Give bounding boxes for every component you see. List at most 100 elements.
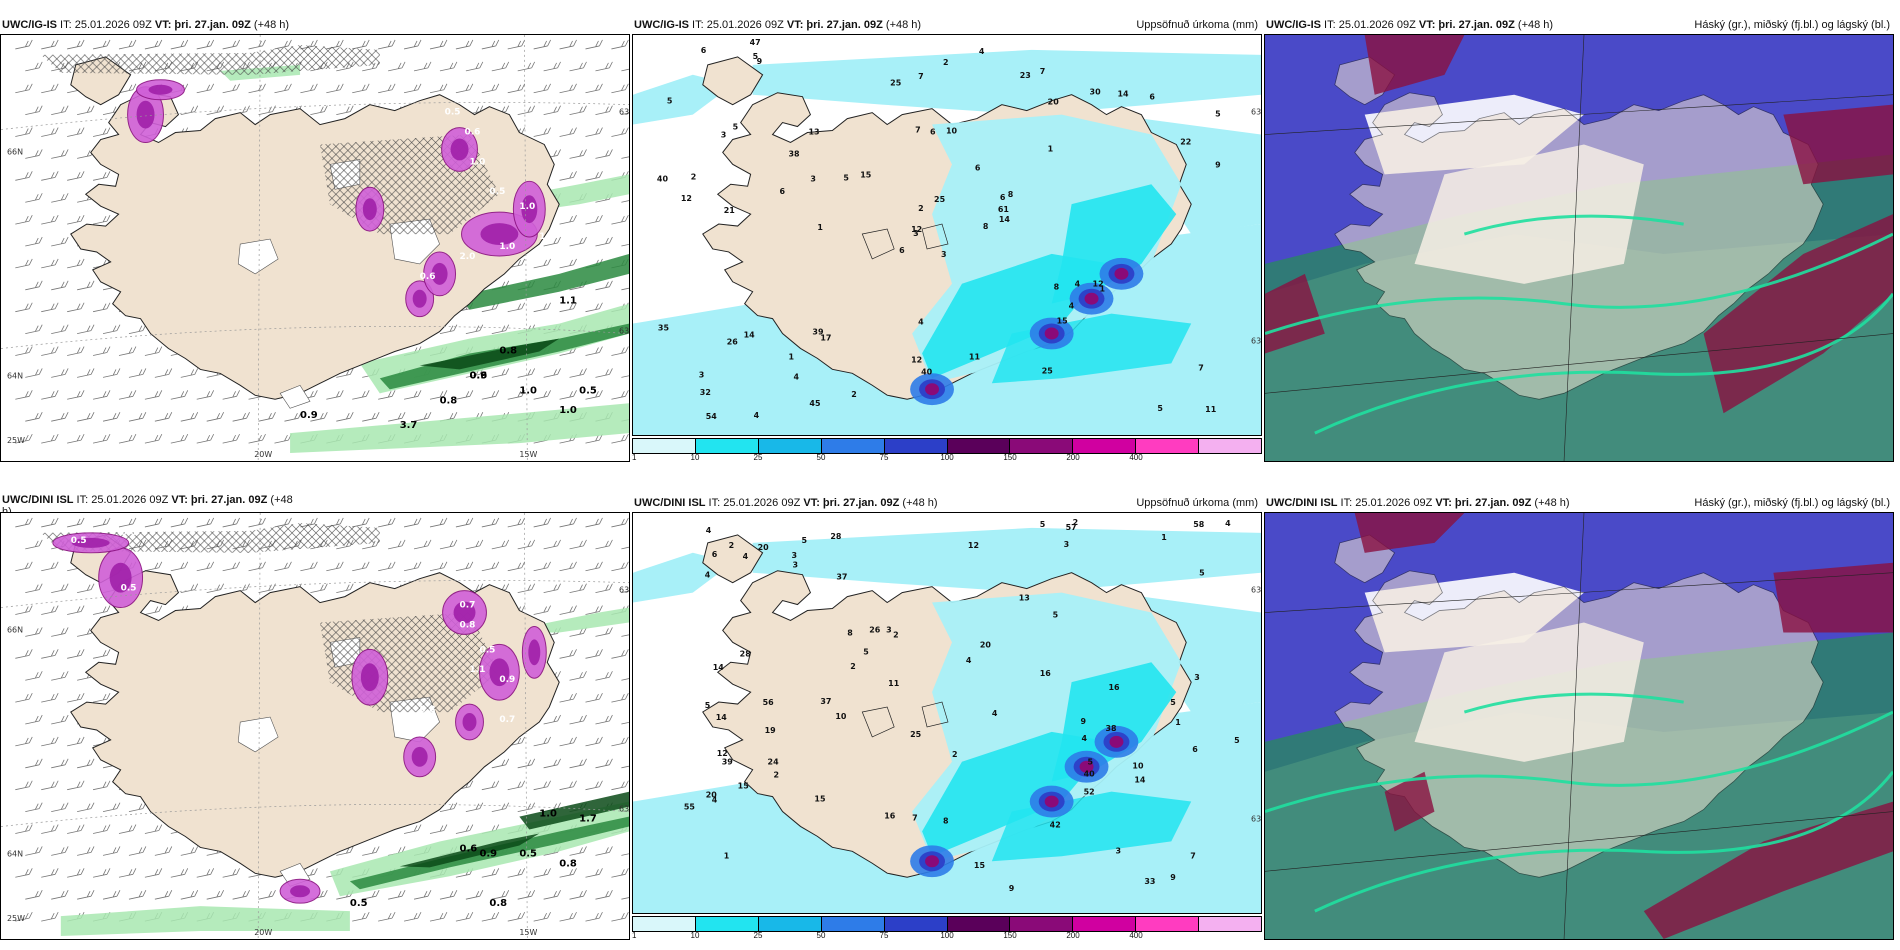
precip-value-label: 8 bbox=[847, 628, 853, 637]
wind-barb bbox=[77, 368, 95, 378]
wind-barb bbox=[378, 39, 396, 50]
wind-barb bbox=[378, 517, 396, 528]
precip-value-label: 3 bbox=[941, 250, 947, 259]
precip-value-label: 26 bbox=[869, 625, 881, 634]
wind-barb bbox=[621, 546, 629, 550]
wind-barb bbox=[15, 780, 33, 791]
wind-barb bbox=[543, 105, 561, 116]
wind-barb bbox=[569, 846, 587, 856]
precip-value-label: 13 bbox=[1019, 594, 1030, 603]
cloud-contours bbox=[1265, 214, 1893, 435]
wind-barb bbox=[517, 583, 536, 594]
wind-barb bbox=[403, 83, 422, 94]
wind-barb bbox=[413, 890, 432, 900]
wind-barb bbox=[621, 765, 629, 769]
legend-swatch bbox=[1073, 917, 1137, 931]
precip-value-label: 16 bbox=[1108, 683, 1120, 692]
snowfall-core bbox=[489, 658, 510, 687]
wind-barb bbox=[569, 61, 587, 72]
wind-barb bbox=[67, 824, 85, 834]
precip-value-label: 5 bbox=[1053, 610, 1059, 619]
precip-value-label: 5 bbox=[667, 97, 673, 106]
wind-barb bbox=[585, 214, 603, 225]
wind-barb bbox=[67, 692, 85, 703]
wind-barb bbox=[507, 302, 526, 313]
precip-value-label: 6 bbox=[1149, 93, 1155, 102]
wind-barb bbox=[77, 583, 95, 594]
wind-barb bbox=[67, 605, 85, 615]
wind-value-label: 0.8 bbox=[420, 705, 436, 715]
precip-value-label: 6 bbox=[780, 187, 786, 196]
high-cloud bbox=[1364, 35, 1465, 95]
wind-barb bbox=[585, 780, 603, 791]
wind-barb bbox=[455, 39, 474, 50]
precip-value-label: 56 bbox=[763, 698, 775, 707]
wind-value-label: 0.8 bbox=[440, 395, 458, 406]
graticule bbox=[1, 513, 629, 939]
wind-barb bbox=[517, 368, 536, 378]
wind-barb bbox=[326, 83, 344, 94]
legend-swatch bbox=[947, 439, 1011, 453]
precip-value-label: 38 bbox=[1105, 724, 1117, 733]
precip-value-label: 1 bbox=[1161, 533, 1167, 542]
legend-swatch bbox=[1199, 917, 1262, 931]
panel-title: UWC/IG-IS IT: 25.01.2026 09Z VT: þri. 27… bbox=[632, 16, 1262, 34]
precip-core-inner bbox=[925, 855, 940, 868]
wind-barb bbox=[41, 258, 59, 269]
wind-barb bbox=[180, 583, 199, 594]
wind-barb bbox=[154, 368, 173, 378]
precip-value-label: 40 bbox=[921, 367, 933, 376]
snowfall-core bbox=[453, 601, 476, 624]
axis-label: 25W bbox=[7, 436, 25, 445]
precip-value-label: 7 bbox=[918, 72, 924, 81]
wind-barb bbox=[15, 649, 33, 659]
wind-barb bbox=[118, 824, 137, 834]
wind-barb bbox=[222, 868, 240, 878]
precip-band bbox=[60, 906, 350, 937]
wind-barb bbox=[51, 105, 69, 116]
wind-barb bbox=[533, 390, 551, 400]
wind-barb bbox=[611, 780, 629, 791]
wind-barb bbox=[595, 758, 613, 769]
wind-barb bbox=[595, 105, 613, 116]
wind-barb bbox=[611, 649, 629, 659]
axis-label: 63N bbox=[619, 805, 629, 814]
precip-value-label: 4 bbox=[966, 656, 972, 665]
wind-barb bbox=[517, 539, 536, 550]
wind-barb bbox=[67, 302, 85, 313]
wind-barb bbox=[25, 61, 43, 72]
wind-barb bbox=[144, 824, 163, 834]
legend-swatch bbox=[947, 917, 1011, 931]
wind-barb bbox=[585, 171, 603, 181]
wind-barb bbox=[92, 605, 111, 615]
wind-barb bbox=[403, 390, 422, 400]
precip-value-label: 5 bbox=[1157, 404, 1163, 413]
panel-title: UWC/IG-IS IT: 25.01.2026 09Z VT: þri. 27… bbox=[2, 19, 290, 31]
wind-barb bbox=[352, 390, 370, 400]
wind-barb bbox=[25, 802, 43, 812]
wind-barb bbox=[595, 368, 613, 378]
precip-value-label: 6 bbox=[975, 163, 981, 172]
precip-map: 63N63N4115234389456716324324126535143161… bbox=[632, 512, 1262, 914]
wind-barb bbox=[569, 236, 587, 247]
precip-value-label: 5 bbox=[753, 52, 759, 61]
legend-tick-label: 25 bbox=[753, 453, 763, 462]
axis-label: 20W bbox=[254, 928, 272, 937]
legend-swatch bbox=[1010, 917, 1074, 931]
wind-barb bbox=[611, 346, 629, 356]
wind-barb bbox=[621, 287, 629, 291]
legend-tick-label: 50 bbox=[816, 931, 826, 940]
wind-barb bbox=[439, 890, 458, 900]
wind-barb bbox=[429, 39, 448, 50]
wind-barb bbox=[559, 302, 577, 313]
wind-barb bbox=[128, 890, 147, 900]
precip-map: 63N63N3333617710208911215614761415324681… bbox=[632, 34, 1262, 436]
precip-core-inner bbox=[1084, 292, 1099, 305]
wind-barb bbox=[585, 649, 603, 659]
wind-barb bbox=[621, 634, 629, 637]
wind-barb bbox=[336, 412, 354, 422]
wind-barb bbox=[258, 890, 276, 900]
wind-barb bbox=[15, 517, 33, 528]
precip-value-label: 37 bbox=[820, 697, 831, 706]
wind-barb bbox=[429, 824, 448, 834]
